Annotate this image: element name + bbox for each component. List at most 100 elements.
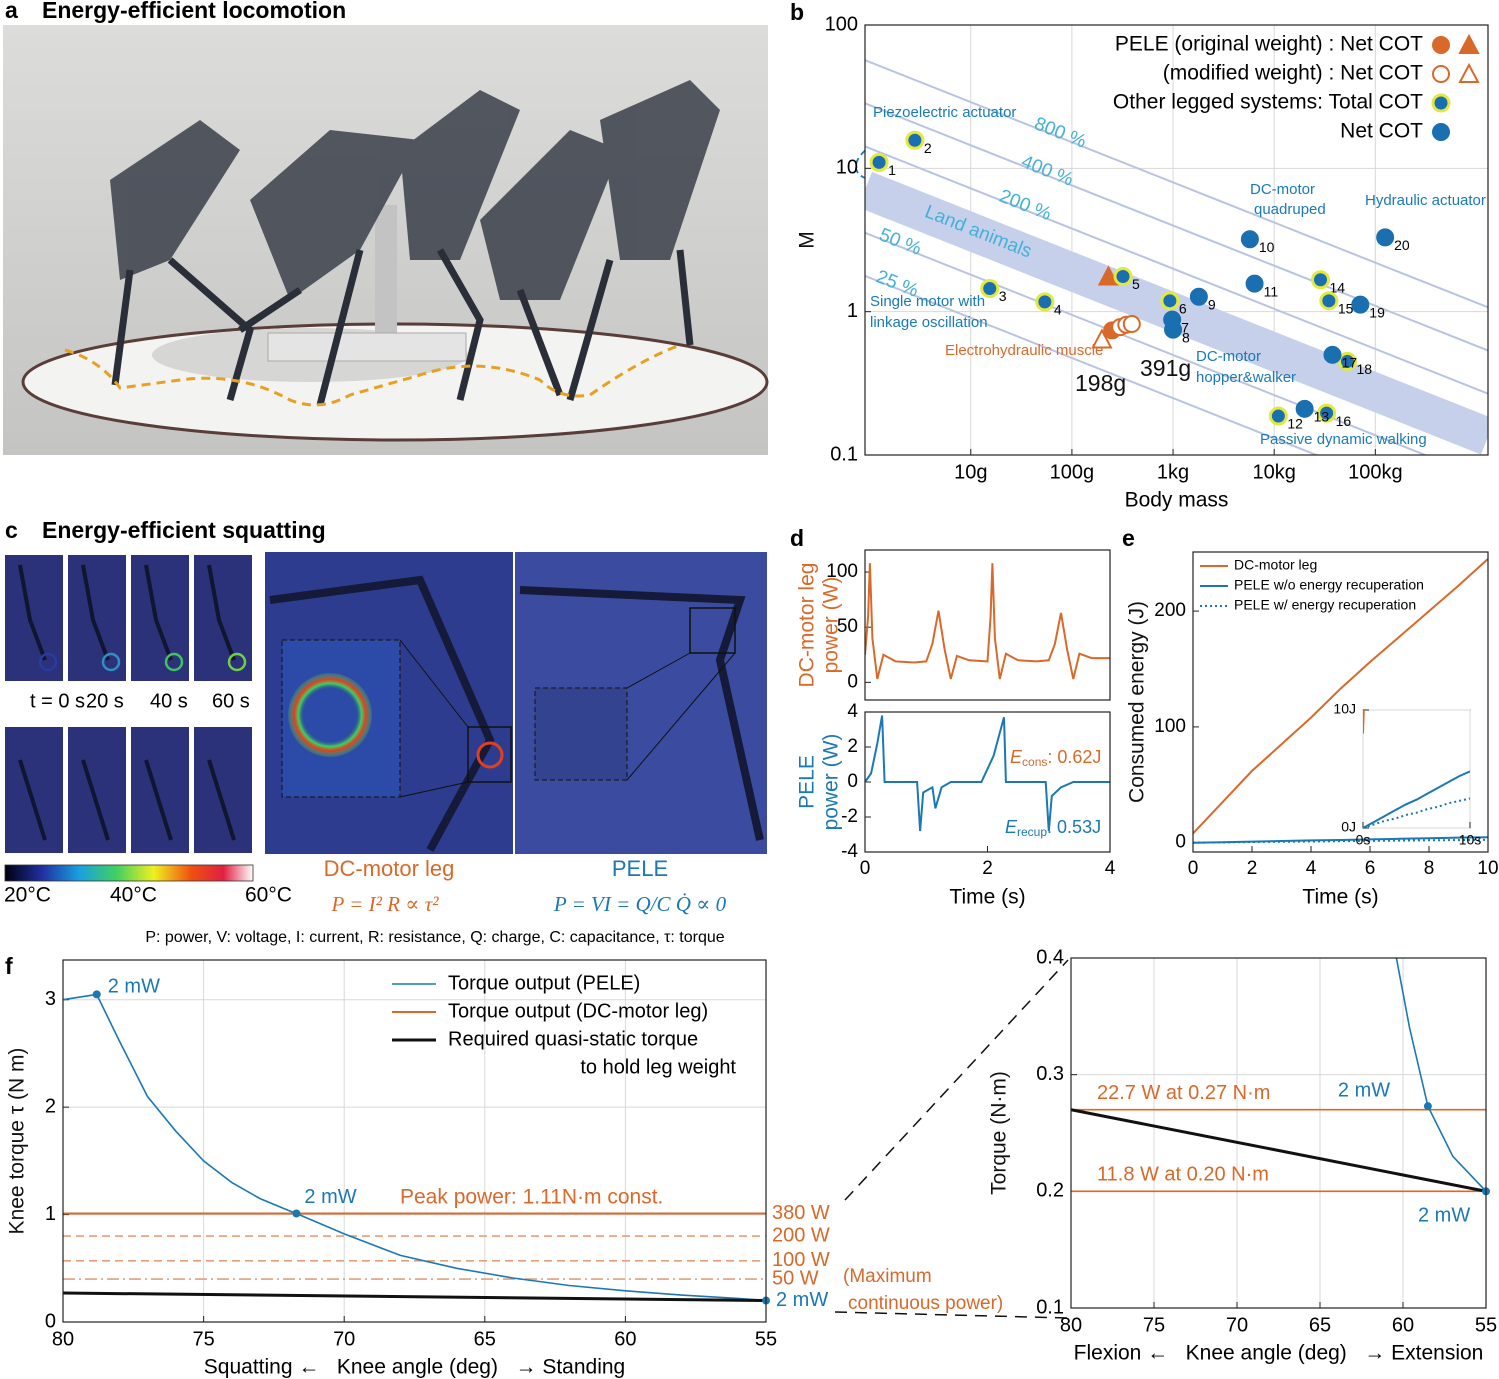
marked-point — [1423, 1102, 1432, 1111]
x-axis-label: Time (s) — [1302, 886, 1378, 909]
y-tick-label: 200 — [1154, 600, 1186, 621]
panel-label: b — [790, 0, 804, 25]
x-tick-label: 60 — [1392, 1314, 1414, 1336]
x-tick-label: 0s — [1356, 831, 1371, 847]
panel-title: Energy-efficient squatting — [42, 517, 326, 543]
tile-heat — [38, 652, 247, 672]
heat-spot — [288, 673, 372, 757]
tile-legs — [18, 564, 236, 841]
series-line — [1193, 558, 1488, 835]
data-point — [1113, 266, 1133, 286]
legend-label: Net COT — [1340, 120, 1423, 143]
y-axis-label: Knee torque τ (N m) — [6, 1048, 29, 1235]
x-tick-label: 65 — [1309, 1314, 1331, 1336]
dc-formula: P = I² R ∝ τ² — [330, 892, 439, 916]
x-tick-label: 10 — [1477, 858, 1498, 879]
marked-point-label: 2 mW — [1338, 1079, 1390, 1101]
power-line-label: 100 W — [772, 1249, 830, 1271]
y-tick-label: 0 — [45, 1310, 56, 1332]
annotation: linkage oscillation — [870, 314, 988, 331]
leg-silhouettes — [269, 575, 764, 852]
stand-base — [267, 332, 467, 362]
annotation: Erecup: 0.53J — [1005, 817, 1101, 839]
x-tick-label: 10kg — [1253, 461, 1296, 483]
zoom-lines — [626, 652, 736, 781]
legend-label: PELE w/ energy recuperation — [1234, 597, 1416, 613]
plot-area — [63, 960, 766, 1322]
plot-frame — [62, 959, 767, 1323]
data-point — [1432, 36, 1450, 54]
data-point — [1319, 291, 1339, 311]
data-point — [1091, 328, 1113, 349]
y-tick-label: 0 — [847, 671, 858, 692]
data-point — [1317, 403, 1337, 423]
point-label: 15 — [1338, 301, 1354, 317]
legend-label: to hold leg weight — [580, 1056, 736, 1078]
legend-label: DC-motor leg — [1234, 557, 1317, 573]
x-tick-label: 8 — [1424, 858, 1435, 879]
heat-spot-small — [476, 741, 504, 769]
x-tick-label: 75 — [1143, 1314, 1165, 1336]
chart: 0 100 200 0 2 4 6 8 10 DC-motor leg PELE w/o energ… — [1122, 525, 1499, 909]
x-tick-label: 80 — [1060, 1314, 1082, 1336]
annotation: hopper&walker — [1196, 369, 1296, 386]
y-axis-label: DC-motor leg — [796, 563, 819, 688]
legend-label: PELE (original weight) : Net COT — [1115, 33, 1423, 56]
x-axis-label: Squatting ← Knee angle (deg) → Standing — [204, 1356, 625, 1379]
point-label: 18 — [1356, 361, 1372, 377]
data-point — [1458, 33, 1480, 54]
y-axis-label: Torque (N·m) — [988, 1071, 1011, 1195]
point-label: 5 — [1132, 276, 1140, 292]
y-tick-label: 0.1 — [830, 443, 858, 465]
plot-frame — [1192, 551, 1489, 853]
y-tick-label: 2 — [45, 1095, 56, 1117]
series-line — [1363, 770, 1470, 828]
data-point — [1311, 270, 1331, 290]
legend-label: Required quasi-static torque — [448, 1028, 698, 1050]
x-tick-label: 80 — [52, 1328, 74, 1350]
y-tick-label: -4 — [841, 841, 858, 862]
x-tick-label: 60 — [614, 1328, 636, 1350]
series-line — [1363, 797, 1470, 828]
y-tick-label: 1 — [847, 300, 858, 322]
annotation: Econs: 0.62J — [1010, 747, 1101, 769]
series-line — [63, 1291, 766, 1302]
y-axis-label: Consumed energy (J) — [1126, 601, 1149, 803]
y-tick-label: 4 — [847, 701, 858, 722]
annotation: 198g — [1075, 370, 1126, 396]
data-point — [905, 130, 925, 150]
x-tick-label: 6 — [1365, 858, 1376, 879]
annotation: Single motor with — [870, 293, 985, 310]
y-tick-label: -2 — [841, 806, 858, 827]
plot-frame — [864, 711, 1111, 853]
panel-label: f — [5, 953, 13, 979]
point-label: 16 — [1336, 413, 1352, 429]
panel-label: c — [5, 517, 18, 543]
marked-point-label: 2 mW — [776, 1289, 828, 1311]
time-label: t = 0 s — [30, 690, 85, 712]
point-label: 20 — [1394, 237, 1410, 253]
point-label: 13 — [1314, 409, 1330, 425]
point-label: 3 — [999, 288, 1007, 304]
y-tick-label: 0.3 — [1036, 1063, 1064, 1085]
annotation: Hydraulic actuator — [1365, 192, 1486, 209]
y-tick-label: 0 — [847, 771, 858, 792]
point-label: 9 — [1208, 296, 1216, 312]
data-point — [1323, 345, 1342, 364]
data-point — [1122, 315, 1141, 334]
y-tick-label: 10J — [1333, 701, 1356, 717]
x-tick-label: 1kg — [1157, 461, 1189, 483]
x-axis-label: Time (s) — [949, 886, 1025, 909]
data-point — [1189, 287, 1208, 306]
percent-line — [865, 274, 1320, 455]
x-tick-label: 10s — [1459, 831, 1482, 847]
legend-label: Torque output (PELE) — [448, 972, 640, 994]
percent-line — [865, 102, 1488, 352]
y-tick-label: 1 — [45, 1203, 56, 1225]
x-tick-label: 55 — [1475, 1314, 1497, 1336]
annotation-symbol: E — [1005, 817, 1018, 837]
y-tick-label: 100 — [1154, 716, 1186, 737]
point-label: 4 — [1054, 302, 1062, 318]
